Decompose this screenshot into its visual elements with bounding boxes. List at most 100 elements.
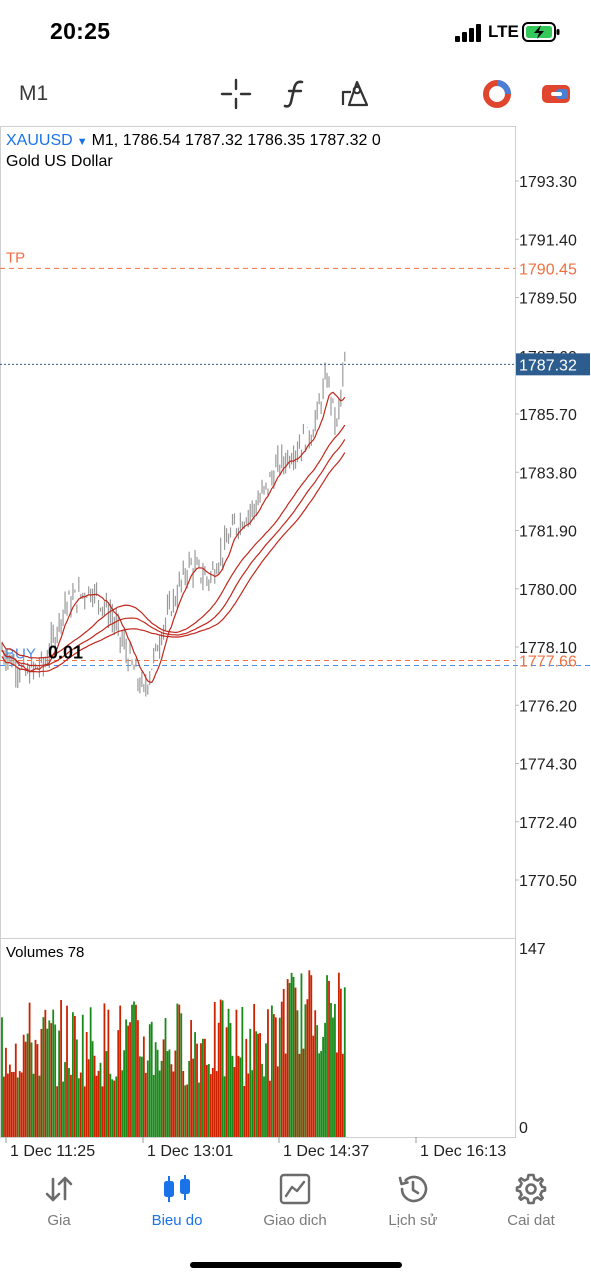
price-axis-label: 1791.40 [519,232,577,249]
volume-bar [85,1032,88,1137]
chart-type-icon[interactable] [481,78,513,110]
main-pane-border [0,126,516,939]
price-axis-label: 1772.40 [519,815,577,832]
price-axis-label: 1785.70 [519,407,577,424]
price-chart[interactable]: 1793.301791.401789.501787.601785.701783.… [0,126,591,1162]
volume-bar [28,1002,31,1137]
candles [1,351,346,697]
volume-bar [227,1008,230,1137]
price-axis-label: 1780.00 [519,582,577,599]
nav-trade[interactable]: Giao dich [236,1162,354,1236]
volume-bar [306,999,309,1137]
volume-bar [83,1086,86,1137]
volume-bar [77,1078,80,1137]
volume-bar [261,1063,263,1137]
volume-bar [235,1009,238,1137]
volume-bar [30,1042,33,1137]
volume-bar [73,1016,76,1137]
volume-bar [154,1042,157,1137]
volume-bar [133,1001,135,1137]
volume-bar [328,980,330,1137]
moving-average-slow-2 [1,439,346,667]
nav-settings[interactable]: Cai dat [472,1162,590,1236]
volume-bar [225,1027,228,1137]
timeframe-button[interactable]: M1 [19,82,49,105]
nav-settings-label: Cai dat [507,1212,555,1229]
volume-bar [24,1041,27,1137]
volume-bar [38,1075,41,1137]
volume-bar [64,1062,66,1137]
trade-icon[interactable] [540,78,572,110]
volume-bar [26,1033,29,1137]
volume-bar [176,1003,179,1137]
price-axis-label: 1776.20 [519,698,577,715]
price-axis-label: 1770.50 [519,873,577,890]
volume-bar [336,1052,338,1137]
volume-bar [68,1067,70,1137]
volume-bar [142,1036,145,1137]
volume-bar [125,1019,128,1137]
volume-bar [174,1050,177,1137]
entry-price: 1777.66 [519,653,577,670]
volume-bar [56,1086,59,1137]
settings-icon [515,1173,547,1205]
volume-bar [14,1043,17,1137]
volume-bar [121,1070,124,1137]
volume-bar [3,1076,5,1137]
price-axis-label: 1789.50 [519,291,577,308]
volume-bar [320,1051,323,1137]
volume-bar [87,1059,90,1137]
volume-bar [109,1073,112,1137]
nav-trade-label: Giao dich [263,1212,327,1229]
volume-bar [111,1079,114,1137]
symbol-description: Gold US Dollar [6,153,113,170]
volume-bar [97,1070,100,1137]
volume-bar [233,1066,236,1137]
price-axis-label: 1778.10 [519,640,577,657]
volume-bar [288,982,291,1137]
drawing-objects-icon[interactable] [340,78,372,110]
take-profit-price: 1790.45 [519,261,577,278]
nav-chart[interactable]: Bieu do [118,1162,236,1236]
price-axis-label: 1783.80 [519,465,577,482]
volume-bars [1,970,346,1137]
volume-bar [89,1007,92,1137]
nav-quotes[interactable]: Gia [0,1162,118,1236]
volume-bar [156,1049,159,1137]
volume-bar [79,1072,82,1137]
trade-chart-icon [279,1173,311,1205]
volume-bar [160,1060,163,1137]
symbol-dropdown-icon[interactable]: ▼ [76,136,88,148]
volume-bar [237,1055,240,1137]
volume-bar [302,1048,305,1137]
symbol-selector[interactable]: XAUUSD [6,132,73,149]
volume-bar [58,1030,61,1137]
volume-bar [18,1071,21,1137]
volume-bar [146,1060,149,1137]
volume-bar [46,1028,49,1137]
moving-average-slow-3 [1,452,346,673]
chart-area[interactable]: 1793.301791.401789.501787.601785.701783.… [0,126,591,1162]
volume-min-label: 0 [519,1120,528,1137]
volume-bar [194,1032,196,1137]
volume-bar [1,1017,3,1137]
current-price-label: 1787.32 [519,357,577,374]
price-axis-label: 1774.30 [519,757,577,774]
volume-bar [241,1006,244,1137]
ohlc-values: M1, 1786.54 1787.32 1786.35 1787.32 0 [91,132,381,149]
crosshair-icon[interactable] [220,78,252,110]
volume-bar [113,1080,116,1137]
volume-bar [217,1022,220,1137]
volume-bar [36,1044,39,1137]
nav-history[interactable]: Lịch sử [354,1162,472,1236]
volume-bar [40,1028,43,1137]
time-axis-label: 1 Dec 16:13 [420,1143,506,1160]
volume-bar [204,1038,206,1137]
volume-bar [332,1017,334,1137]
volume-bar [22,1034,25,1137]
volume-bar [292,976,295,1137]
volume-bar [180,1013,183,1137]
function-icon[interactable] [280,78,312,110]
volume-bar [105,1051,108,1137]
volume-bar [103,1003,106,1137]
